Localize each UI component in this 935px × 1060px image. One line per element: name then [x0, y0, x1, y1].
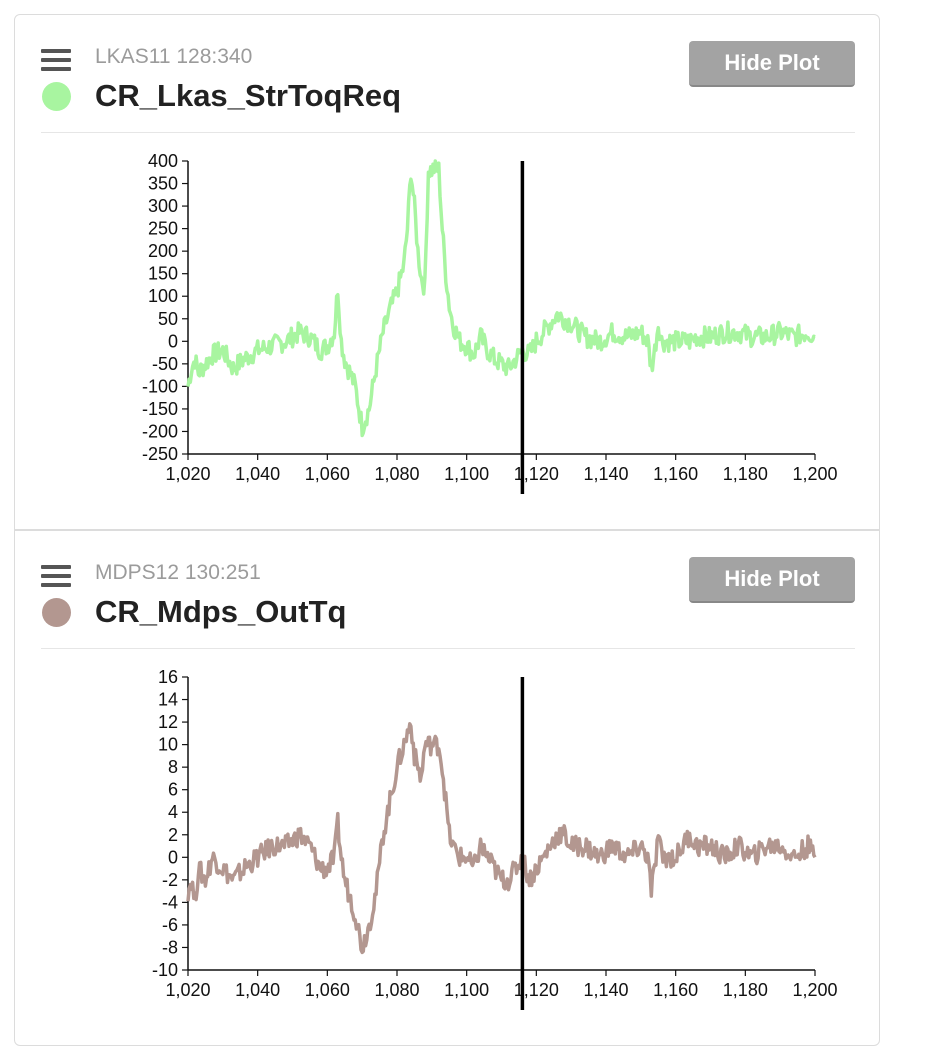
series-color-dot — [42, 82, 71, 111]
x-tick-label: 1,180 — [723, 980, 768, 1000]
x-tick-label: 1,120 — [514, 980, 559, 1000]
signal-panel: MDPS12 130:251 CR_Mdps_OutTq Hide Plot 1… — [14, 530, 880, 1046]
x-tick-label: 1,200 — [792, 464, 837, 484]
divider — [41, 648, 855, 649]
y-tick-label: 150 — [148, 264, 178, 284]
x-tick-label: 1,020 — [165, 464, 210, 484]
x-tick-label: 1,100 — [444, 980, 489, 1000]
series-line — [186, 159, 816, 438]
y-tick-label: 6 — [168, 780, 178, 800]
y-tick-label: 400 — [148, 151, 178, 171]
hide-plot-button[interactable]: Hide Plot — [689, 41, 855, 87]
y-tick-label: 0 — [168, 331, 178, 351]
series-line — [186, 722, 817, 955]
x-tick-label: 1,040 — [235, 464, 280, 484]
y-tick-label: 100 — [148, 286, 178, 306]
hide-plot-button[interactable]: Hide Plot — [689, 557, 855, 603]
x-tick-label: 1,020 — [165, 980, 210, 1000]
y-tick-label: 12 — [158, 712, 178, 732]
series-color-dot — [42, 598, 71, 627]
y-tick-label: 0 — [168, 847, 178, 867]
y-tick-label: -50 — [152, 354, 178, 374]
y-tick-label: -150 — [142, 399, 178, 419]
message-label: LKAS11 128:340 — [95, 45, 253, 68]
y-tick-label: 50 — [158, 309, 178, 329]
y-tick-label: 2 — [168, 825, 178, 845]
y-tick-label: -10 — [152, 960, 178, 980]
y-tick-label: -250 — [142, 444, 178, 464]
x-tick-label: 1,180 — [723, 464, 768, 484]
y-tick-label: 10 — [158, 735, 178, 755]
y-tick-label: 8 — [168, 757, 178, 777]
y-tick-label: -200 — [142, 421, 178, 441]
x-tick-label: 1,200 — [792, 980, 837, 1000]
y-tick-label: 4 — [168, 802, 178, 822]
y-tick-label: -2 — [162, 870, 178, 890]
signal-panel: LKAS11 128:340 CR_Lkas_StrToqReq Hide Pl… — [14, 14, 880, 530]
y-tick-label: 200 — [148, 241, 178, 261]
y-tick-label: -8 — [162, 937, 178, 957]
y-tick-label: 300 — [148, 196, 178, 216]
x-tick-label: 1,060 — [305, 980, 350, 1000]
x-tick-label: 1,040 — [235, 980, 280, 1000]
y-tick-label: 250 — [148, 219, 178, 239]
y-tick-label: 14 — [158, 690, 178, 710]
divider — [41, 132, 855, 133]
signal-name: CR_Mdps_OutTq — [95, 594, 347, 629]
x-tick-label: 1,160 — [653, 464, 698, 484]
message-label: MDPS12 130:251 — [95, 561, 261, 584]
y-tick-label: 350 — [148, 174, 178, 194]
y-tick-label: -100 — [142, 376, 178, 396]
drag-handle-icon[interactable] — [41, 565, 71, 589]
y-tick-label: -6 — [162, 915, 178, 935]
x-tick-label: 1,080 — [374, 980, 419, 1000]
x-tick-label: 1,160 — [653, 980, 698, 1000]
x-tick-label: 1,120 — [514, 464, 559, 484]
x-tick-label: 1,140 — [583, 980, 628, 1000]
x-tick-label: 1,100 — [444, 464, 489, 484]
y-tick-label: 16 — [158, 667, 178, 687]
x-tick-label: 1,140 — [583, 464, 628, 484]
x-tick-label: 1,060 — [305, 464, 350, 484]
x-tick-label: 1,080 — [374, 464, 419, 484]
y-tick-label: -4 — [162, 892, 178, 912]
signal-name: CR_Lkas_StrToqReq — [95, 78, 402, 113]
drag-handle-icon[interactable] — [41, 49, 71, 73]
